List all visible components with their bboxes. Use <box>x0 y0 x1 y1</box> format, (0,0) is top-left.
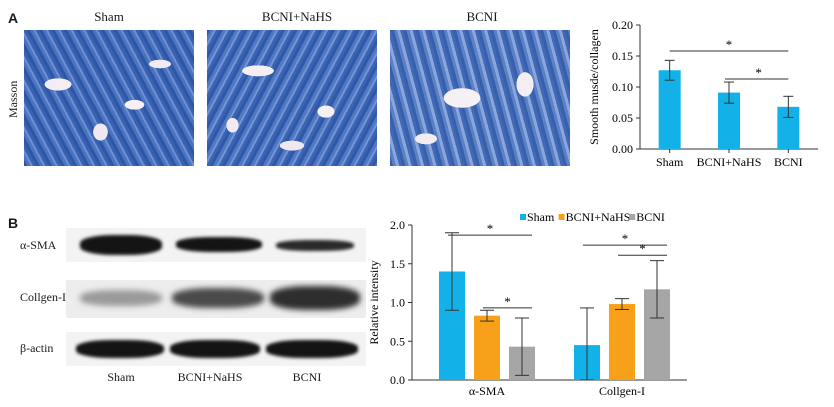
blot-strip-asma <box>66 228 366 262</box>
y-tick-label-a-3: 0.15 <box>612 49 633 63</box>
y-tick-label-a-0: 0.00 <box>612 142 633 156</box>
micrograph-sham <box>24 30 194 166</box>
legend-label-b-2: BCNI <box>636 210 665 224</box>
blot-strip-bactin <box>66 332 366 366</box>
bar-a-2 <box>777 106 800 149</box>
band-bactin-bcni <box>266 340 358 358</box>
sig-star-b-1: * <box>504 294 511 309</box>
micrograph-bcni <box>390 30 570 166</box>
legend-label-b-0: Sham <box>527 210 555 224</box>
band-collagen-bcni-nahs <box>172 288 264 308</box>
blot-label-asma: α-SMA <box>20 238 57 252</box>
panel-a-letter: A <box>8 10 19 26</box>
band-bactin-sham <box>76 340 164 358</box>
y-axis-label-b: Relative intensity <box>367 260 381 344</box>
y-tick-label-a-1: 0.05 <box>612 111 633 125</box>
lane-label-bcni: BCNI <box>292 370 322 384</box>
x-tick-label-a-1: BCNI+NaHS <box>697 155 762 169</box>
band-collagen-bcni <box>270 286 360 310</box>
legend-swatch-b-1 <box>558 214 565 220</box>
y-tick-label-b-0: 0.0 <box>390 373 405 387</box>
sig-star-b-2: * <box>622 231 629 246</box>
y-tick-label-b-3: 1.5 <box>390 257 405 271</box>
blot-strip-collagen <box>66 280 366 318</box>
x-tick-label-a-2: BCNI <box>774 155 803 169</box>
image-label-bcni-nahs: BCNI+NaHS <box>261 9 333 24</box>
x-tick-label-b-0: α-SMA <box>469 384 506 398</box>
sig-star-b-3: * <box>639 241 646 256</box>
band-bactin-bcni-nahs <box>170 340 260 358</box>
legend-label-b-1: BCNI+NaHS <box>566 210 631 224</box>
sig-star-a-0: * <box>726 37 733 52</box>
x-tick-label-a-0: Sham <box>656 155 684 169</box>
lane-label-bcni-nahs: BCNI+NaHS <box>177 370 243 384</box>
legend-swatch-b-0 <box>520 214 526 220</box>
sig-star-a-1: * <box>755 65 762 80</box>
bar-a-1 <box>718 92 740 149</box>
y-tick-label-a-2: 0.10 <box>612 80 633 94</box>
lane-label-sham: Sham <box>107 370 135 384</box>
masson-stain-label: Masson <box>6 80 20 118</box>
band-asma-sham <box>80 235 162 255</box>
panel-b-letter: B <box>8 215 19 231</box>
band-asma-bcni <box>276 240 354 251</box>
chart-smooth-muscle-collagen: 0.00 0.05 0.10 0.15 0.20 Smooth musde/collage… <box>587 18 818 169</box>
blot-label-collagen: Collgen-I <box>20 290 66 304</box>
sig-star-b-0: * <box>487 221 494 236</box>
bar-a-0 <box>658 70 681 149</box>
legend-swatch-b-2 <box>629 214 636 220</box>
y-axis-label-a: Smooth musde/collagen <box>587 29 601 145</box>
chart-relative-intensity: 0.0 0.5 1.0 1.5 2.0 Relative intensity Sham BCN… <box>367 210 687 398</box>
y-tick-label-a-4: 0.20 <box>612 18 633 32</box>
x-tick-label-b-1: Collgen-I <box>599 384 645 398</box>
blot-label-bactin: β-actin <box>20 341 54 355</box>
band-asma-bcni-nahs <box>176 237 262 252</box>
band-collagen-sham <box>80 290 162 306</box>
image-label-sham: Sham <box>94 9 124 24</box>
image-label-bcni: BCNI <box>466 9 498 24</box>
micrograph-bcni-nahs <box>207 30 377 166</box>
y-tick-label-b-4: 2.0 <box>390 218 405 232</box>
bar-b-1-1 <box>609 304 635 380</box>
bar-b-0-1 <box>474 315 500 380</box>
y-tick-label-b-1: 0.5 <box>390 334 405 348</box>
y-tick-label-b-2: 1.0 <box>390 296 405 310</box>
